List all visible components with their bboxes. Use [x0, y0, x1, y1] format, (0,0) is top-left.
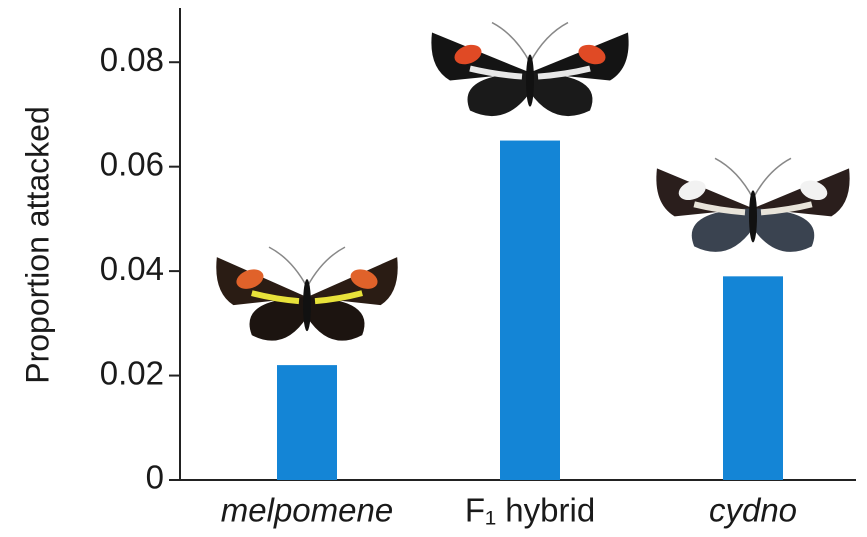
butterfly-illustration [431, 23, 628, 117]
bar [277, 365, 337, 480]
y-tick-label: 0.04 [100, 250, 164, 287]
x-tick-label: cydno [709, 492, 797, 529]
y-tick-label: 0 [146, 459, 164, 496]
butterfly-illustration [216, 247, 397, 341]
bar [723, 276, 783, 480]
y-tick-label: 0.06 [100, 145, 164, 182]
antenna [492, 23, 530, 63]
y-axis-title: Proportion attacked [19, 106, 55, 384]
x-tick-label: melpomene [221, 492, 393, 529]
y-tick-label: 0.02 [100, 354, 164, 391]
body [526, 55, 534, 107]
antenna [307, 247, 345, 287]
x-tick-label: F₁ hybrid [465, 492, 595, 529]
antenna [753, 158, 791, 198]
bar [500, 141, 560, 480]
antenna [530, 23, 568, 63]
antenna [269, 247, 307, 287]
antenna [715, 158, 753, 198]
body [749, 190, 757, 242]
y-tick-label: 0.08 [100, 41, 164, 78]
body [303, 279, 311, 331]
butterfly-illustration [656, 158, 849, 252]
chart: Proportion attacked 0 0.02 0.04 0.06 0.08 mel… [0, 0, 867, 537]
